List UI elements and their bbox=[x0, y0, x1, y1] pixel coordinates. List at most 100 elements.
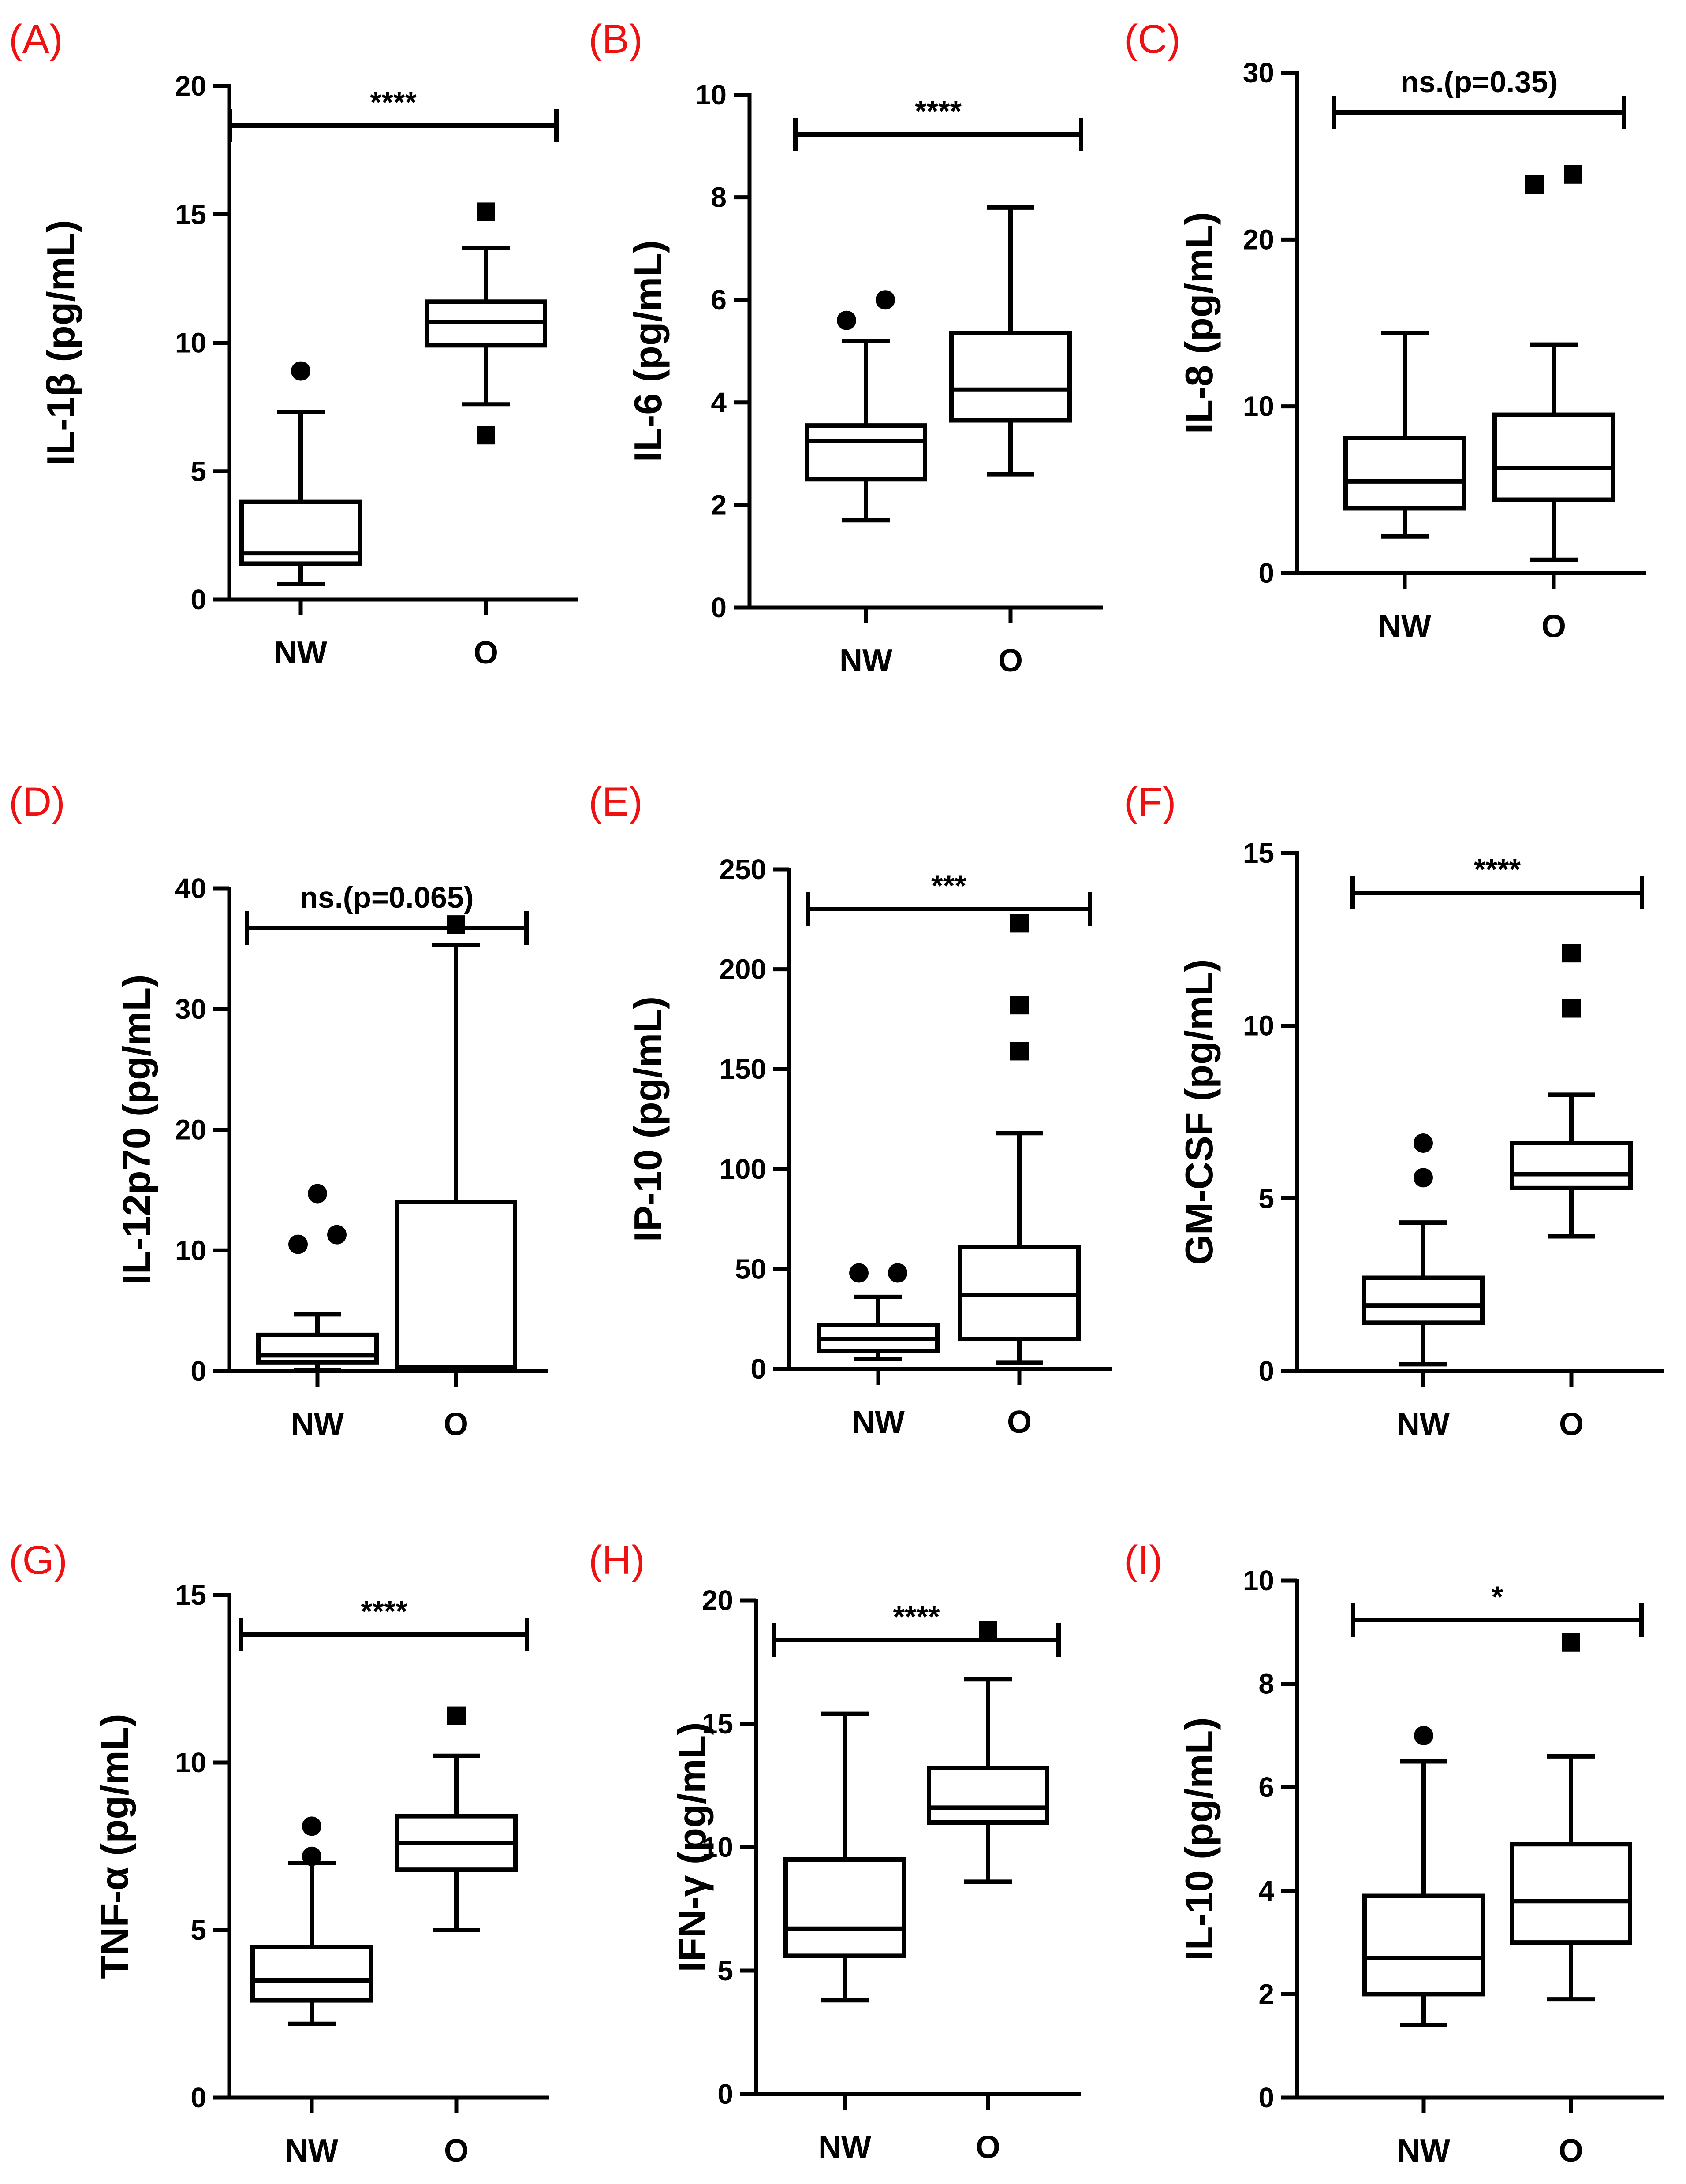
x-category-label: NW bbox=[291, 1407, 344, 1442]
panel-letter: (I) bbox=[1124, 1538, 1163, 1583]
box-o bbox=[1510, 1633, 1632, 2002]
y-axis-title: IL-1β (pg/mL) bbox=[39, 220, 82, 466]
x-category-label: NW bbox=[1378, 609, 1431, 644]
iqr-box bbox=[1510, 1141, 1633, 1190]
y-tick-label: 100 bbox=[719, 1153, 766, 1185]
x-category-label: O bbox=[1559, 1407, 1584, 1442]
y-tick-label: 250 bbox=[719, 853, 766, 885]
outlier-point bbox=[979, 1621, 997, 1640]
box-nw bbox=[1343, 331, 1466, 539]
y-tick-label: 15 bbox=[702, 1708, 733, 1740]
x-category-label: NW bbox=[818, 2130, 871, 2165]
x-category-label: NW bbox=[1397, 2133, 1450, 2169]
outlier-point bbox=[291, 361, 310, 381]
outlier-point bbox=[447, 915, 465, 934]
x-category-label: NW bbox=[274, 635, 327, 671]
y-tick-label: 8 bbox=[1258, 1668, 1274, 1700]
y-tick-label: 10 bbox=[1243, 391, 1274, 422]
y-tick-label: 10 bbox=[702, 1831, 733, 1863]
box-o bbox=[395, 915, 517, 1371]
box-nw bbox=[1362, 1133, 1485, 1367]
y-axis-title: TNF-α (pg/mL) bbox=[93, 1714, 136, 1979]
y-tick-label: 5 bbox=[1258, 1182, 1274, 1214]
iqr-box bbox=[250, 1945, 373, 2003]
box-nw bbox=[256, 1184, 379, 1372]
y-tick-label: 2 bbox=[1258, 1978, 1274, 2010]
y-tick-label: 10 bbox=[175, 1234, 206, 1266]
outlier-point bbox=[876, 290, 895, 310]
box-nw bbox=[783, 1711, 906, 2003]
box-o bbox=[425, 202, 547, 445]
x-category-label: O bbox=[998, 643, 1023, 678]
outlier-point bbox=[1010, 914, 1029, 933]
y-tick-label: 5 bbox=[717, 1955, 733, 1986]
significance-label: * bbox=[1492, 1580, 1503, 1614]
panel-b: (B) 0 2 4 6 8 10 IL-6 (pg/mL) NW O **** bbox=[589, 17, 1103, 678]
y-axis-title: IFN-γ (pg/mL) bbox=[670, 1722, 714, 1972]
significance-label: **** bbox=[915, 94, 962, 128]
box-nw bbox=[1362, 1726, 1485, 2027]
x-category-label: NW bbox=[285, 2133, 338, 2169]
x-category-label: NW bbox=[852, 1405, 905, 1440]
y-tick-label: 0 bbox=[750, 1353, 766, 1385]
y-tick-label: 0 bbox=[1258, 557, 1274, 589]
y-axis-title: IL-12p70 (pg/mL) bbox=[115, 974, 158, 1285]
outlier-point bbox=[308, 1184, 327, 1204]
iqr-box bbox=[1510, 1842, 1632, 1945]
panel-letter: (D) bbox=[9, 779, 65, 824]
panel-letter: (G) bbox=[9, 1538, 67, 1583]
panel-letter: (A) bbox=[9, 17, 63, 62]
y-tick-label: 8 bbox=[711, 182, 727, 213]
y-tick-label: 10 bbox=[695, 79, 727, 111]
outlier-point bbox=[477, 426, 495, 445]
outlier-point bbox=[447, 1706, 466, 1725]
panel-i: (I) 0 2 4 6 8 10 IL-10 (pg/mL) NW O * bbox=[1124, 1538, 1664, 2169]
box-nw bbox=[805, 290, 927, 523]
x-category-label: O bbox=[444, 1407, 468, 1442]
outlier-point bbox=[1564, 165, 1582, 184]
y-tick-label: 0 bbox=[190, 1355, 206, 1387]
x-category-label: O bbox=[1541, 609, 1566, 644]
y-tick-label: 10 bbox=[175, 1747, 206, 1778]
x-category-label: NW bbox=[839, 643, 892, 678]
x-category-label: O bbox=[444, 2133, 469, 2169]
y-axis-title: IP-10 (pg/mL) bbox=[626, 996, 670, 1242]
outlier-point bbox=[1562, 944, 1581, 963]
y-tick-label: 0 bbox=[1258, 1355, 1274, 1387]
y-tick-label: 6 bbox=[711, 284, 727, 316]
y-tick-label: 30 bbox=[1243, 57, 1274, 89]
outlier-point bbox=[1010, 1042, 1029, 1061]
panel-letter: (E) bbox=[589, 779, 643, 824]
x-category-label: O bbox=[1559, 2133, 1583, 2169]
y-tick-label: 10 bbox=[1243, 1565, 1274, 1596]
iqr-box bbox=[927, 1766, 1049, 1825]
panel-a: (A) 0 5 10 15 20 IL-1β (pg/mL) NW O **** bbox=[9, 17, 578, 671]
outlier-point bbox=[327, 1225, 347, 1245]
significance-label: **** bbox=[1474, 853, 1521, 886]
panel-letter: (F) bbox=[1124, 779, 1176, 824]
x-category-label: O bbox=[976, 2130, 1000, 2165]
outlier-point bbox=[477, 202, 495, 221]
y-tick-label: 20 bbox=[175, 70, 206, 102]
y-tick-label: 10 bbox=[175, 327, 206, 359]
y-tick-label: 40 bbox=[175, 872, 206, 904]
x-category-label: O bbox=[474, 635, 498, 671]
y-tick-label: 150 bbox=[719, 1053, 766, 1085]
outlier-point bbox=[1414, 1726, 1433, 1745]
outlier-point bbox=[888, 1263, 907, 1283]
y-tick-label: 10 bbox=[1243, 1010, 1274, 1042]
y-tick-label: 0 bbox=[711, 592, 727, 623]
iqr-box bbox=[949, 331, 1072, 423]
iqr-box bbox=[1492, 412, 1615, 502]
box-nw bbox=[239, 361, 362, 587]
box-o bbox=[1510, 944, 1633, 1239]
y-axis-title: IL-8 (pg/mL) bbox=[1177, 212, 1221, 434]
y-tick-label: 5 bbox=[190, 455, 206, 487]
box-o bbox=[927, 1621, 1049, 1884]
iqr-box bbox=[1362, 1275, 1485, 1325]
outlier-point bbox=[1562, 1633, 1580, 1652]
panel-letter: (H) bbox=[589, 1538, 645, 1583]
significance-label: ns.(p=0.35) bbox=[1400, 65, 1558, 99]
y-tick-label: 6 bbox=[1258, 1771, 1274, 1803]
x-category-label: NW bbox=[1397, 1407, 1450, 1442]
